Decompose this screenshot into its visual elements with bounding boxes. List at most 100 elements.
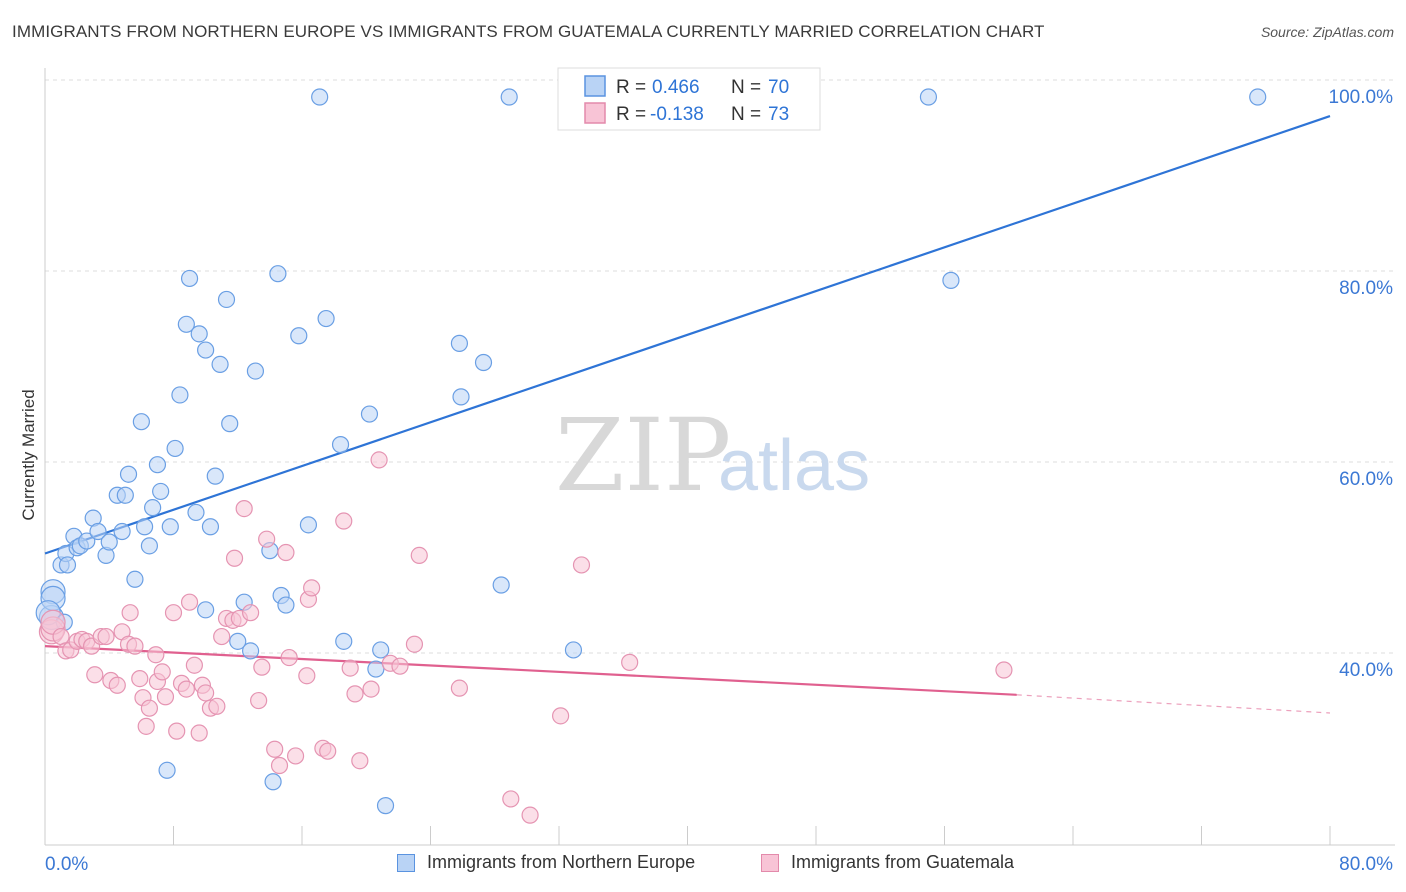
point-northern-europe (148, 456, 167, 474)
point-northern-europe (217, 290, 236, 309)
legend-swatch-pink (584, 102, 606, 124)
point-northern-europe (299, 516, 318, 534)
point-guatemala (995, 661, 1013, 679)
point-guatemala (164, 604, 183, 622)
point-guatemala (197, 684, 215, 702)
legend-swatch-pink (761, 853, 779, 872)
point-northern-europe (500, 88, 518, 106)
point-guatemala (137, 717, 155, 735)
point-guatemala (168, 722, 186, 740)
point-guatemala (270, 756, 289, 775)
point-northern-europe (190, 325, 208, 343)
legend-item-northern-europe: Immigrants from Northern Europe (397, 852, 695, 873)
y-tick-label: 40.0% (1339, 660, 1393, 681)
point-guatemala (153, 663, 171, 681)
legend-n-label: N = (731, 77, 761, 98)
point-guatemala (250, 691, 268, 710)
point-northern-europe (1249, 88, 1267, 106)
gridlines (45, 79, 1395, 654)
legend-n-value: 70 (768, 77, 789, 98)
point-northern-europe (376, 797, 395, 815)
point-northern-europe (89, 522, 107, 541)
y-tick-label: 60.0% (1339, 469, 1393, 490)
point-northern-europe (360, 405, 379, 423)
point-northern-europe (211, 355, 229, 373)
data-points (35, 88, 1267, 824)
point-northern-europe (564, 641, 583, 659)
point-guatemala (346, 685, 364, 703)
point-northern-europe (58, 556, 77, 574)
point-northern-europe (269, 265, 287, 283)
legend-n-label: N = (731, 104, 761, 125)
point-guatemala (208, 697, 226, 715)
point-guatemala (277, 543, 295, 562)
point-guatemala (286, 747, 305, 765)
point-guatemala (621, 653, 639, 671)
point-northern-europe (206, 467, 224, 485)
watermark-zip: ZIP (555, 397, 731, 514)
legend-label: Immigrants from Northern Europe (427, 852, 696, 872)
point-northern-europe (135, 518, 154, 536)
point-guatemala (86, 666, 104, 684)
point-northern-europe (140, 537, 159, 555)
point-northern-europe (372, 641, 390, 659)
point-guatemala (225, 549, 244, 567)
point-guatemala (235, 500, 253, 518)
point-northern-europe (78, 532, 96, 550)
point-guatemala (108, 676, 126, 694)
point-guatemala (521, 806, 539, 824)
point-guatemala (298, 667, 316, 685)
tick-labels: 40.0% 60.0% 80.0% 100.0% 0.0% 80.0% (45, 87, 1393, 875)
point-northern-europe (166, 439, 184, 458)
point-guatemala (303, 579, 321, 597)
point-northern-europe (942, 271, 960, 289)
legend-swatch-blue (397, 853, 415, 872)
trend-line-guatemala-extension (1016, 694, 1331, 714)
point-guatemala (410, 546, 428, 565)
point-northern-europe (919, 88, 938, 106)
point-northern-europe (450, 334, 469, 352)
point-northern-europe (264, 773, 282, 791)
point-northern-europe (119, 465, 138, 483)
point-northern-europe (197, 601, 215, 619)
legend-r-label: R = (616, 77, 646, 98)
point-guatemala (213, 627, 231, 646)
chart-title: IMMIGRANTS FROM NORTHERN EUROPE VS IMMIG… (12, 22, 1045, 41)
point-northern-europe (161, 518, 179, 536)
point-guatemala (131, 669, 149, 688)
point-northern-europe (474, 353, 493, 372)
point-guatemala (552, 707, 570, 725)
point-guatemala (370, 451, 388, 469)
point-guatemala (242, 604, 260, 622)
point-guatemala (140, 699, 159, 717)
point-guatemala (97, 627, 115, 646)
point-northern-europe (290, 327, 308, 345)
watermark-atlas: atlas (718, 426, 870, 506)
point-guatemala (280, 648, 298, 667)
point-northern-europe (335, 632, 353, 650)
point-northern-europe (229, 632, 247, 650)
point-northern-europe (492, 576, 510, 594)
point-guatemala (156, 688, 175, 706)
legend-r-value: 0.466 (652, 77, 700, 98)
point-guatemala (351, 752, 369, 770)
chart-source: Source: ZipAtlas.com (1260, 24, 1394, 40)
point-guatemala (253, 658, 271, 676)
point-northern-europe (242, 642, 260, 660)
point-guatemala (319, 742, 337, 760)
y-axis-label: Currently Married (19, 389, 39, 521)
point-northern-europe (116, 486, 134, 504)
point-guatemala (185, 656, 203, 674)
point-guatemala (341, 659, 359, 677)
point-guatemala (502, 790, 520, 808)
legend-bottom: Immigrants from Northern Europe Immigran… (0, 852, 1406, 878)
legend-r-label: R = (616, 104, 646, 125)
point-northern-europe (171, 386, 189, 404)
point-guatemala (147, 646, 165, 664)
point-northern-europe (221, 415, 239, 433)
watermark: ZIP atlas (555, 397, 870, 514)
point-northern-europe (311, 88, 329, 106)
legend-item-guatemala: Immigrants from Guatemala (761, 852, 1014, 873)
legend-n-value: 73 (768, 104, 789, 125)
